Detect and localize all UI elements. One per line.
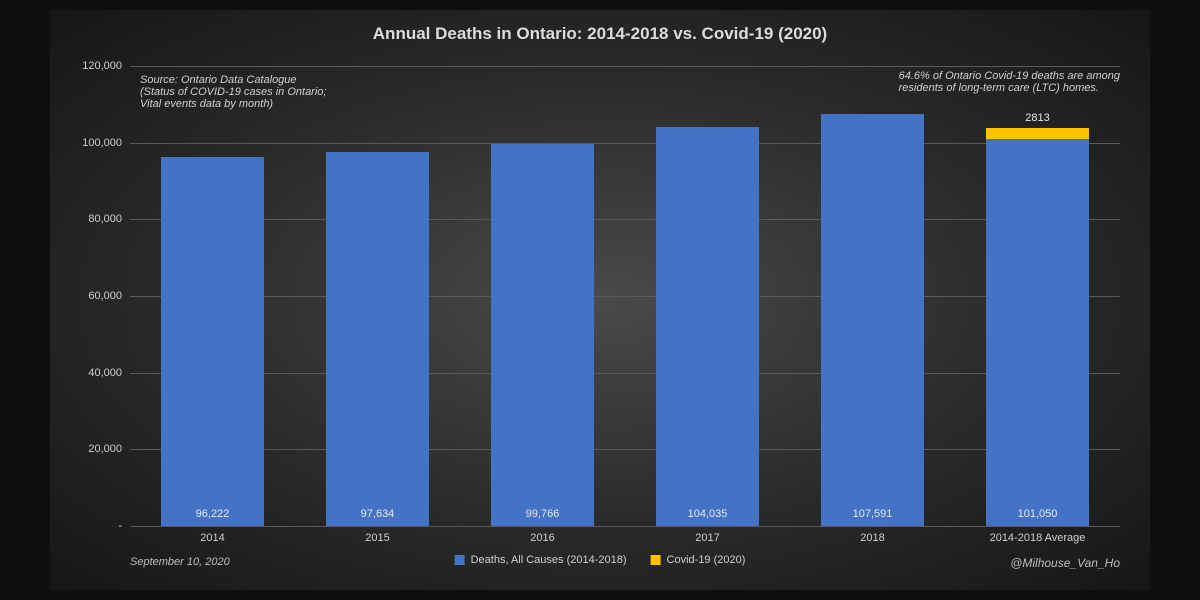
- grid-line: [130, 66, 1120, 67]
- grid-line: [130, 526, 1120, 527]
- grid-line: [130, 449, 1120, 450]
- plot-area: -20,00040,00060,00080,000100,000120,0009…: [130, 66, 1120, 526]
- y-tick-label: 60,000: [88, 290, 122, 302]
- bar: [491, 144, 593, 526]
- bar: [656, 127, 758, 526]
- stack-value-label: 2813: [986, 112, 1088, 124]
- y-tick-label: 120,000: [82, 60, 122, 72]
- grid-line: [130, 296, 1120, 297]
- author-handle: @Milhouse_Van_Ho: [1010, 556, 1120, 570]
- grid-line: [130, 143, 1120, 144]
- y-tick-label: 40,000: [88, 367, 122, 379]
- date-note: September 10, 2020: [130, 556, 230, 568]
- grid-line: [130, 373, 1120, 374]
- x-tick-label: 2018: [790, 532, 955, 544]
- bar-value-label: 96,222: [161, 508, 263, 520]
- bar: [986, 139, 1088, 526]
- y-tick-label: 100,000: [82, 137, 122, 149]
- x-tick-label: 2015: [295, 532, 460, 544]
- y-tick-label: -: [118, 520, 122, 532]
- legend-swatch-2: [651, 555, 661, 565]
- bar-value-label: 107,591: [821, 508, 923, 520]
- bar: [326, 152, 428, 526]
- bar: [161, 157, 263, 526]
- chart-title: Annual Deaths in Ontario: 2014-2018 vs. …: [50, 24, 1150, 44]
- x-tick-label: 2014-2018 Average: [955, 532, 1120, 544]
- legend-swatch-1: [455, 555, 465, 565]
- x-tick-label: 2017: [625, 532, 790, 544]
- x-tick-label: 2016: [460, 532, 625, 544]
- y-tick-label: 80,000: [88, 213, 122, 225]
- bar-value-label: 97,634: [326, 508, 428, 520]
- y-tick-label: 20,000: [88, 443, 122, 455]
- bar-value-label: 99,766: [491, 508, 593, 520]
- legend-item-2: Covid-19 (2020): [651, 554, 746, 566]
- bar-value-label: 101,050: [986, 508, 1088, 520]
- legend: Deaths, All Causes (2014-2018) Covid-19 …: [455, 554, 746, 566]
- bar: [821, 114, 923, 526]
- x-tick-label: 2014: [130, 532, 295, 544]
- grid-line: [130, 219, 1120, 220]
- legend-label-1: Deaths, All Causes (2014-2018): [471, 554, 627, 566]
- legend-item-1: Deaths, All Causes (2014-2018): [455, 554, 627, 566]
- outer-frame: Annual Deaths in Ontario: 2014-2018 vs. …: [0, 0, 1200, 600]
- bar-value-label: 104,035: [656, 508, 758, 520]
- chart-panel: Annual Deaths in Ontario: 2014-2018 vs. …: [50, 10, 1150, 590]
- legend-label-2: Covid-19 (2020): [667, 554, 746, 566]
- bar-stack: [986, 128, 1088, 139]
